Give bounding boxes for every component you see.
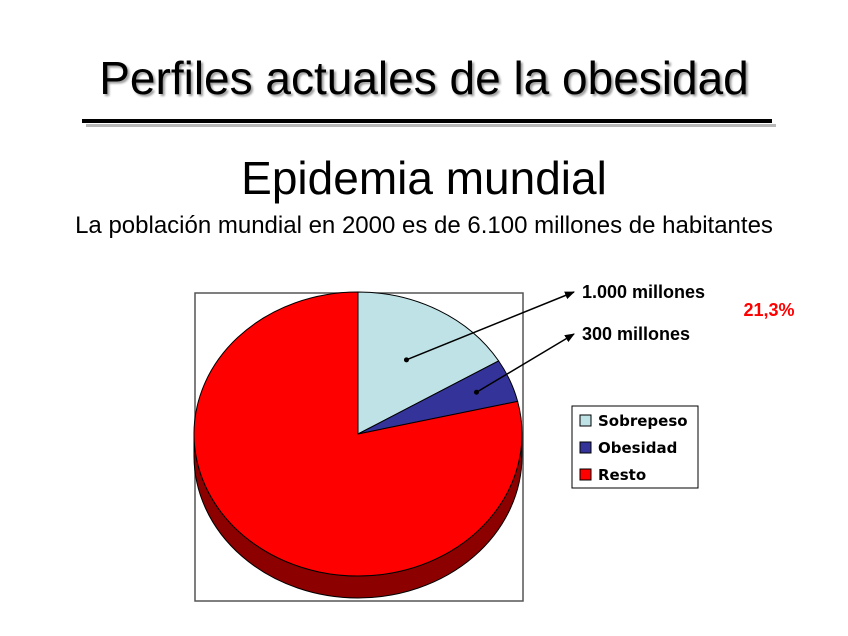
annotation-dot-sobrepeso [403, 357, 409, 363]
title-rule-shadow [86, 124, 776, 127]
title-rule [82, 119, 772, 123]
slide-title: Perfiles actuales de la obesidad [99, 52, 749, 104]
legend-swatch-resto [579, 468, 592, 481]
pie-slice-sobrepeso [357, 291, 500, 435]
legend-label-obesidad: Obesidad [598, 439, 677, 457]
legend-swatch-sobrepeso [579, 414, 592, 427]
highlight-percent-label: 21,3% [743, 300, 794, 320]
population-text: La población mundial en 2000 es de 6.100… [75, 212, 773, 239]
slide-subtitle: Epidemia mundial [241, 152, 607, 204]
legend-box [571, 405, 699, 489]
legend-label-sobrepeso: Sobrepeso [598, 412, 688, 430]
legend-swatch-obesidad [579, 441, 592, 454]
chart-legend: Sobrepeso Obesidad Resto [571, 405, 699, 489]
pie-slices-group [193, 291, 523, 577]
annotation-arrow-sobrepeso [406, 291, 575, 361]
annotation-label-sobrepeso: 1.000 millones [582, 282, 705, 302]
annotation-label-obesidad: 300 millones [582, 324, 690, 344]
annotation-arrow-obesidad [476, 333, 575, 393]
legend-label-resto: Resto [598, 466, 646, 484]
annotation-dot-obesidad [473, 389, 479, 395]
pie-slice-resto [193, 291, 523, 577]
annotations-group: 1.000 millones 300 millones [403, 282, 705, 395]
